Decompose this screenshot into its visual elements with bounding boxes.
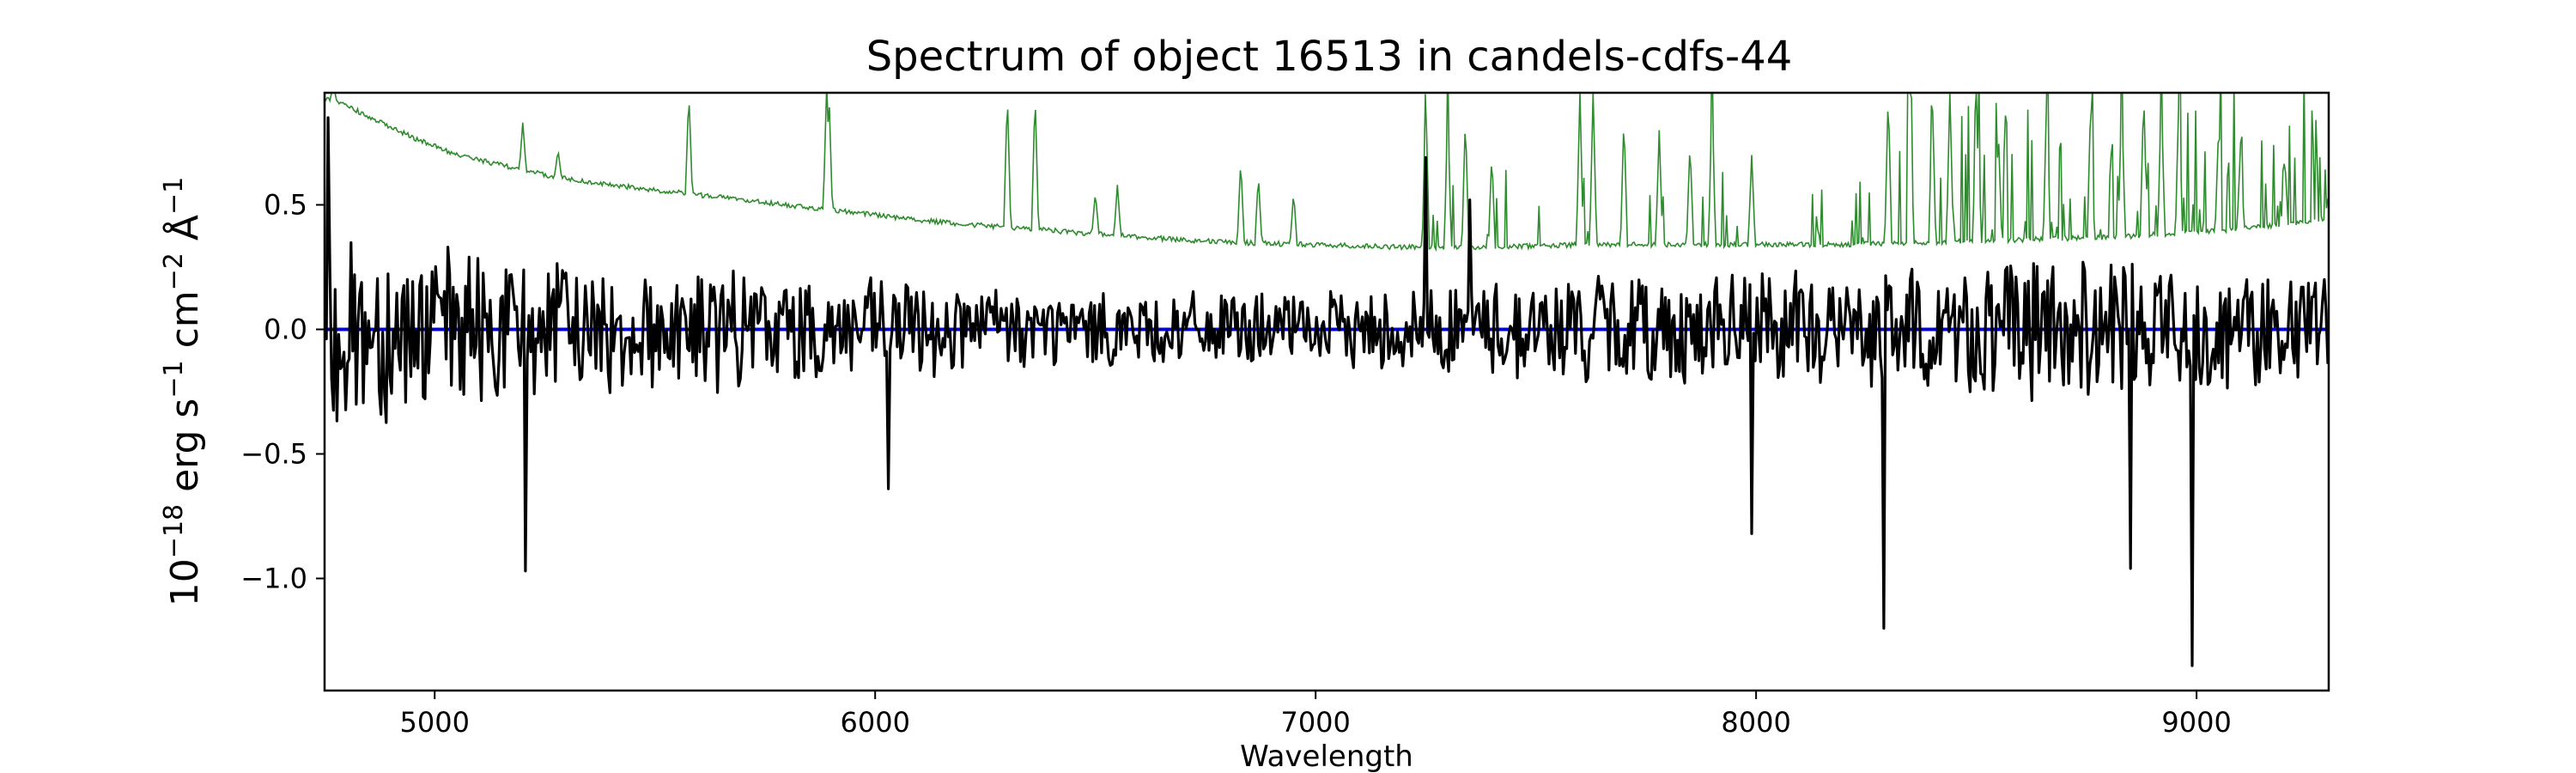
plot-frame (323, 91, 2330, 692)
x-tick-label: 6000 (840, 706, 909, 739)
x-axis-label: Wavelength (1240, 740, 1413, 773)
ylabel-angstrom: Å (161, 215, 207, 253)
y-axis: −1.0 −0.5 0.0 0.5 (240, 189, 325, 595)
series-layer (325, 93, 2329, 667)
x-tick-label: 7000 (1280, 706, 1350, 739)
x-tick-label: 5000 (400, 706, 470, 739)
error-spectrum-line (325, 93, 2329, 253)
y-tick-label: −0.5 (240, 438, 307, 471)
ylabel-base: 10 (163, 558, 207, 606)
x-axis: 5000 6000 7000 8000 9000 (400, 691, 2232, 739)
y-tick-label: 0.0 (264, 313, 307, 346)
ylabel-exp-1: −18 (159, 504, 189, 558)
x-tick-label: 8000 (1721, 706, 1790, 739)
y-axis-label: 10−18 erg s−1 cm−2 Å−1 (159, 177, 207, 606)
chart-title: Spectrum of object 16513 in candels-cdfs… (866, 33, 1793, 81)
y-tick-label: −1.0 (240, 563, 307, 595)
x-tick-label: 9000 (2161, 706, 2231, 739)
flux-spectrum-line (325, 116, 2329, 667)
ylabel-exp-4: −1 (159, 177, 189, 215)
ylabel-exp-3: −2 (159, 253, 189, 290)
ylabel-erg-s: erg s (163, 399, 207, 504)
ylabel-exp-2: −1 (159, 360, 189, 398)
y-tick-label: 0.5 (264, 189, 307, 222)
ylabel-cm: cm (163, 290, 207, 360)
